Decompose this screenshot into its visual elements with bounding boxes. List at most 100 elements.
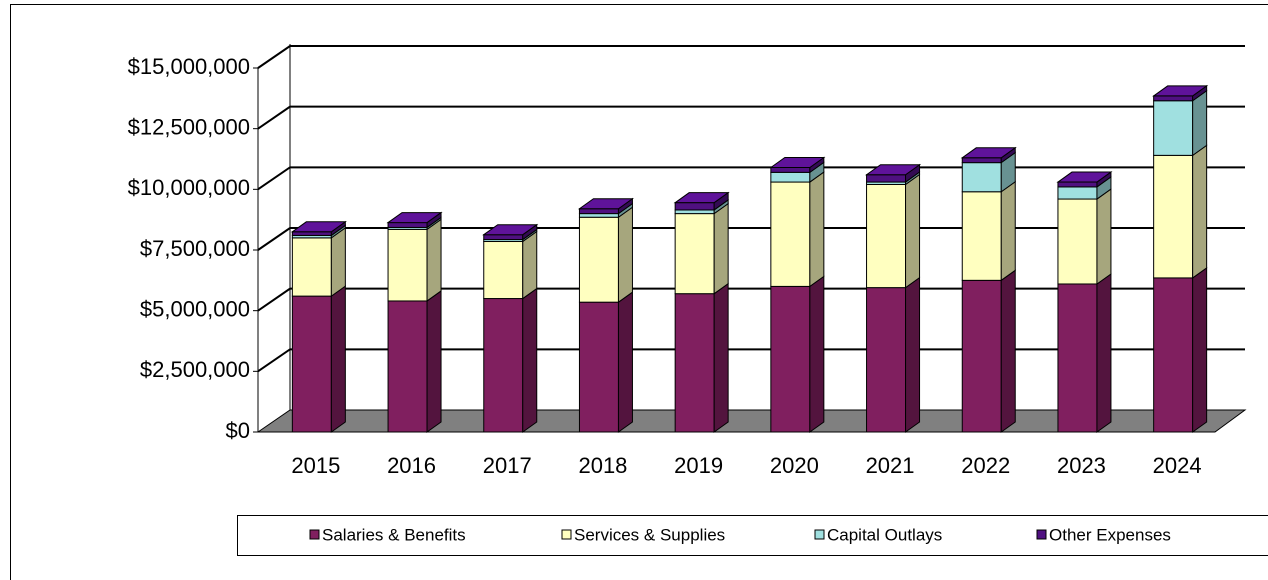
x-tick-label: 2023 [1057, 453, 1106, 478]
legend-label: Capital Outlays [827, 525, 942, 544]
bar-segment [961, 279, 1002, 433]
bar-top [864, 164, 922, 176]
x-tick-label: 2020 [770, 453, 819, 478]
grid-line [257, 45, 1245, 69]
bar-top [1056, 171, 1113, 183]
bar-side [713, 202, 729, 295]
x-tick-label: 2021 [866, 453, 915, 478]
bar-side [1000, 269, 1016, 433]
y-tick-label: $5,000,000 [140, 296, 250, 321]
bar-segment [770, 166, 811, 173]
bar-segment [866, 174, 907, 183]
y-tick-label: $2,500,000 [140, 357, 250, 382]
bar-top [482, 224, 539, 236]
bar-segment [674, 209, 715, 215]
x-tick-label: 2017 [483, 453, 532, 478]
bar-segment [578, 213, 619, 218]
bar-side [1096, 273, 1112, 433]
bar-top [386, 212, 443, 224]
bar-top [577, 198, 635, 210]
grid-line [257, 348, 1245, 373]
bar-segment [1057, 283, 1098, 433]
x-tick-label: 2015 [291, 453, 340, 478]
bar-segment [387, 228, 428, 302]
bar-segment [483, 234, 524, 241]
bar-side [1192, 266, 1208, 433]
legend-swatch [1036, 529, 1047, 540]
bar-top [960, 147, 1017, 159]
bar-segment [578, 216, 619, 303]
y-tick-label: $7,500,000 [140, 236, 250, 261]
bar-segment [387, 300, 428, 433]
bar-side [522, 287, 538, 433]
legend-swatch [561, 529, 572, 540]
y-tick-label: $12,500,000 [128, 114, 250, 139]
bar-segment [578, 301, 619, 433]
bar-segment [961, 162, 1002, 193]
bar-top [290, 221, 347, 233]
legend-label: Services & Supplies [574, 525, 725, 544]
bar-side [809, 171, 825, 288]
grid-line [257, 105, 1245, 130]
legend-label: Salaries & Benefits [322, 525, 466, 544]
bar-side [330, 226, 346, 298]
bar-side [617, 206, 633, 304]
bar-segment [1153, 95, 1194, 102]
bar-segment [866, 183, 907, 289]
bar-side [1192, 89, 1208, 157]
grid-line [257, 287, 1245, 312]
bar-segment [1057, 181, 1098, 188]
bar-side [522, 230, 538, 300]
bar-segment [1153, 100, 1194, 156]
bar-segment [1153, 277, 1194, 433]
bar-segment [770, 171, 811, 183]
legend [237, 515, 1268, 556]
x-tick-label: 2024 [1153, 453, 1202, 478]
bar-side [905, 276, 921, 433]
bar-side [1192, 144, 1208, 279]
bar-segment [1057, 186, 1098, 200]
bar-side [713, 282, 729, 433]
bar-segment [961, 157, 1002, 164]
bar-top [673, 192, 730, 204]
x-tick-label: 2022 [961, 453, 1010, 478]
bar-segment [1153, 154, 1194, 279]
y-tick-label: $15,000,000 [128, 54, 250, 79]
bar-segment [291, 237, 332, 297]
bar-segment [770, 181, 811, 287]
bar-segment [291, 231, 332, 236]
x-tick-label: 2019 [674, 453, 723, 478]
bar-side [905, 173, 921, 289]
bar-side [617, 291, 633, 433]
bar-top [1152, 85, 1209, 97]
y-tick-label: $10,000,000 [128, 175, 250, 200]
legend-swatch [309, 529, 320, 540]
bar-segment [961, 191, 1002, 281]
bar-segment [387, 222, 428, 228]
bar-segment [770, 285, 811, 433]
y-tick-label: $0 [226, 418, 250, 443]
bar-segment [483, 298, 524, 433]
bar-segment [578, 208, 619, 215]
x-tick-label: 2018 [578, 453, 627, 478]
bar-side [426, 218, 442, 302]
bar-side [426, 289, 442, 433]
x-tick-label: 2016 [387, 453, 436, 478]
bar-side [1096, 188, 1112, 285]
bar-side [1000, 180, 1016, 282]
chart-border [10, 4, 1268, 580]
legend-swatch [814, 529, 825, 540]
bar-segment [674, 213, 715, 295]
bar-segment [483, 241, 524, 300]
bar-segment [674, 202, 715, 211]
bar-top [769, 156, 826, 168]
grid-line [257, 166, 1245, 191]
bar-segment [1057, 198, 1098, 285]
grid-line [257, 227, 1245, 251]
bar-side [809, 275, 825, 433]
bar-segment [674, 293, 715, 433]
legend-label: Other Expenses [1049, 525, 1171, 544]
bar-segment [291, 295, 332, 433]
bar-segment [866, 287, 907, 433]
